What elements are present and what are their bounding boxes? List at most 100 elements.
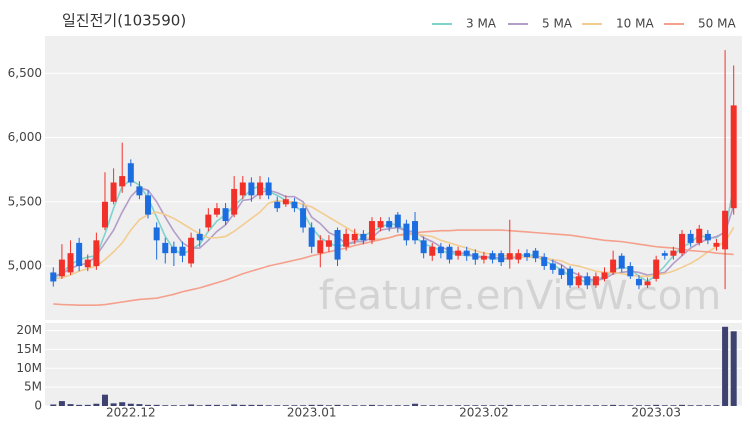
volume-bar xyxy=(455,405,462,406)
volume-bar xyxy=(713,405,720,406)
legend-label: 10 MA xyxy=(616,17,654,31)
volume-bar xyxy=(506,404,513,406)
volume-bar xyxy=(274,405,281,406)
volume-bar xyxy=(162,405,169,406)
candle-body xyxy=(291,201,298,209)
candle-body xyxy=(558,268,565,276)
candle-body xyxy=(661,253,668,256)
volume-bar xyxy=(549,405,556,406)
y-tick-label: 5,000 xyxy=(8,259,42,273)
candle-body xyxy=(515,253,522,260)
candle-body xyxy=(601,272,608,279)
volume-bar xyxy=(584,405,591,406)
volume-bar xyxy=(248,404,255,406)
candle-body xyxy=(351,233,358,241)
candle-body xyxy=(463,250,470,256)
volume-bar xyxy=(377,405,384,406)
candle-body xyxy=(713,242,720,247)
candle-body xyxy=(696,228,703,243)
volume-panel xyxy=(45,323,742,406)
candle-body xyxy=(635,278,642,286)
volume-bar xyxy=(730,331,737,406)
volume-bar xyxy=(67,404,74,406)
volume-bar xyxy=(196,405,203,406)
candle-body xyxy=(412,221,419,241)
volume-bar xyxy=(84,404,91,406)
candle-body xyxy=(50,272,57,282)
candle-body xyxy=(670,250,677,256)
candle-body xyxy=(136,186,143,196)
candle-body xyxy=(179,246,186,256)
volume-bar xyxy=(679,404,686,406)
volume-bar xyxy=(446,405,453,406)
candle-body xyxy=(722,210,729,250)
volume-bar xyxy=(291,405,298,406)
candle-body xyxy=(489,253,496,260)
volume-bar xyxy=(558,405,565,406)
volume-bar xyxy=(325,405,332,406)
volume-bar xyxy=(627,405,634,406)
x-tick-label: 2023.03 xyxy=(631,406,681,420)
candle-body xyxy=(334,230,341,260)
volume-bar xyxy=(188,404,195,406)
candle-body xyxy=(101,201,108,228)
volume-bar xyxy=(179,405,186,406)
candle-body xyxy=(153,227,160,241)
volume-tick-label: 0 xyxy=(34,399,42,413)
volume-bar xyxy=(592,405,599,406)
volume-bar xyxy=(360,405,367,406)
volume-bar xyxy=(541,405,548,406)
candle-body xyxy=(325,240,332,247)
volume-bar xyxy=(635,405,642,406)
candle-body xyxy=(222,208,229,222)
volume-bar xyxy=(343,405,350,406)
volume-bar xyxy=(601,405,608,406)
volume-bar xyxy=(575,405,582,406)
candle-body xyxy=(549,263,556,270)
volume-bar xyxy=(722,326,729,406)
candle-body xyxy=(420,240,427,254)
candle-body xyxy=(110,182,117,202)
candle-body xyxy=(618,255,625,269)
candle-body xyxy=(93,240,100,267)
candle-body xyxy=(498,253,505,263)
candle-body xyxy=(730,105,737,209)
volume-bar xyxy=(145,404,152,406)
volume-bar xyxy=(704,405,711,406)
x-tick-label: 2023.02 xyxy=(459,406,509,420)
volume-tick-label: 10M xyxy=(16,361,42,375)
volume-bar xyxy=(170,405,177,406)
volume-bar xyxy=(93,403,100,406)
volume-bar xyxy=(437,405,444,406)
candle-body xyxy=(592,276,599,286)
volume-bar xyxy=(696,405,703,406)
candle-body xyxy=(76,242,83,267)
volume-bar xyxy=(386,405,393,406)
candle-body xyxy=(360,233,367,241)
candle-body xyxy=(584,276,591,286)
legend-label: 50 MA xyxy=(698,17,736,31)
candle-body xyxy=(429,246,436,256)
volume-bar xyxy=(308,404,315,406)
candle-body xyxy=(239,182,246,196)
volume-bar xyxy=(394,405,401,406)
volume-bar xyxy=(213,404,220,406)
candle-body xyxy=(446,246,453,260)
x-tick-label: 2023.01 xyxy=(287,406,337,420)
candle-body xyxy=(257,182,264,196)
candle-body xyxy=(188,237,195,264)
volume-bar xyxy=(368,404,375,406)
volume-bar xyxy=(351,405,358,406)
volume-bar xyxy=(429,405,436,406)
volume-bar xyxy=(317,404,324,406)
volume-bar xyxy=(58,401,65,406)
candle-body xyxy=(532,250,539,259)
volume-bar xyxy=(523,405,530,406)
volume-bar xyxy=(532,405,539,406)
candle-body xyxy=(506,253,513,260)
watermark: feature.enVieW.com xyxy=(319,273,721,319)
volume-bar xyxy=(661,405,668,406)
volume-bar xyxy=(653,404,660,406)
candle-body xyxy=(127,163,134,183)
candle-body xyxy=(610,259,617,273)
